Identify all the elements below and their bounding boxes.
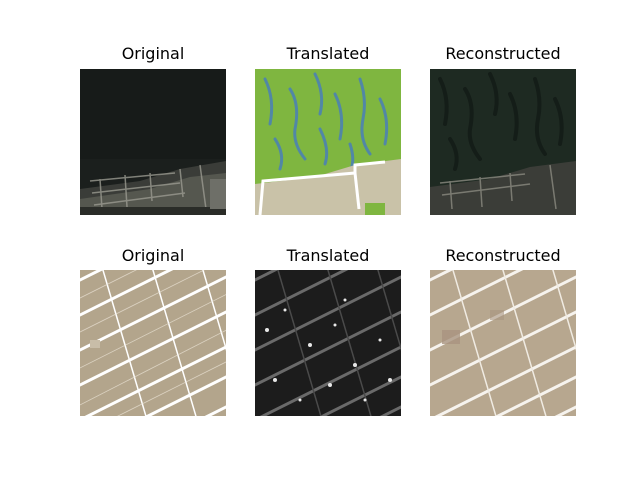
image-original-satellite (80, 69, 226, 215)
image-reconstructed-map (430, 270, 576, 416)
image-reconstructed-satellite (430, 69, 576, 215)
image-original-map (80, 270, 226, 416)
panel-title-original: Original (121, 246, 185, 265)
image-translated-map (255, 69, 401, 215)
panel-title-translated: Translated (286, 246, 370, 265)
image-translated-satellite (255, 270, 401, 416)
panel-title-reconstructed: Reconstructed (445, 44, 561, 63)
panel-title-translated: Translated (286, 44, 370, 63)
panel-title-reconstructed: Reconstructed (445, 246, 561, 265)
panel-title-original: Original (121, 44, 185, 63)
